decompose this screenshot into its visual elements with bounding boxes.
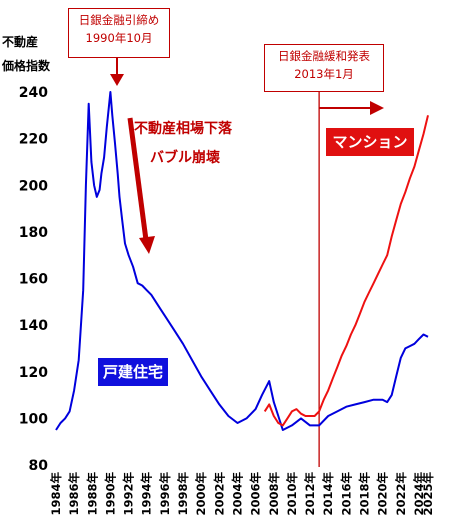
x-tick-label: 1990年 [103,472,117,516]
downturn-text-line1: 不動産相場下落 [134,121,232,137]
y-tick-label: 220 [19,132,48,148]
tightening-arrow-head [110,74,124,86]
boj-easing-annotation: 日銀金融緩和発表 2013年1月 [264,44,384,92]
x-tick-label: 1988年 [85,472,99,516]
boj-easing-line1: 日銀金融緩和発表 [278,49,370,63]
x-tick-label: 2000年 [194,472,208,516]
x-tick-label: 2024年 [412,472,426,516]
x-tick-label: 1992年 [122,472,136,516]
mansion-series-line [263,115,429,427]
x-tick-label: 2010年 [285,472,299,516]
y-axis-title-line2: 価格指数 [2,59,51,73]
x-tick-label: 2022年 [394,472,408,516]
y-tick-label: 120 [19,365,48,381]
x-tick-label: 1986年 [67,472,81,516]
x-tick-label: 1994年 [140,472,154,516]
y-tick-label: 100 [19,411,48,427]
x-tick-label: 1984年 [49,472,63,516]
y-tick-label: 180 [19,225,48,241]
house-label: 戸建住宅 [98,358,168,386]
house-series-line [55,91,429,431]
boj-easing-line2: 2013年1月 [294,67,354,81]
x-tick-label: 2020年 [376,472,390,516]
y-tick-label: 80 [29,458,49,474]
x-tick-label: 1996年 [158,472,172,516]
boj-tightening-line1: 日銀金融引締め [78,13,160,27]
x-tick-label: 2012年 [303,472,317,516]
y-tick-label: 200 [19,178,48,194]
x-tick-label: 2018年 [357,472,371,516]
easing-arrow-head [370,101,384,115]
downturn-arrow-head [139,236,155,254]
x-tick-label: 2004年 [230,472,244,516]
boj-tightening-line2: 1990年10月 [85,31,153,45]
y-axis-title-line1: 不動産 [2,35,39,49]
y-tick-label: 140 [19,318,48,334]
x-tick-label: 2008年 [267,472,281,516]
x-tick-label: 2002年 [212,472,226,516]
x-tick-label: 2016年 [339,472,353,516]
mansion-label: マンション [326,128,414,156]
x-tick-label: 2006年 [249,472,263,516]
downturn-arrow-shaft [127,117,149,241]
y-tick-label: 160 [19,272,48,288]
boj-tightening-annotation: 日銀金融引締め 1990年10月 [68,8,170,58]
x-tick-label: 2025年 [421,472,435,516]
x-tick-label: 1998年 [176,472,190,516]
y-tick-label: 240 [19,85,48,101]
downturn-text-line2: バブル崩壊 [150,150,220,166]
x-tick-label: 2014年 [321,472,335,516]
